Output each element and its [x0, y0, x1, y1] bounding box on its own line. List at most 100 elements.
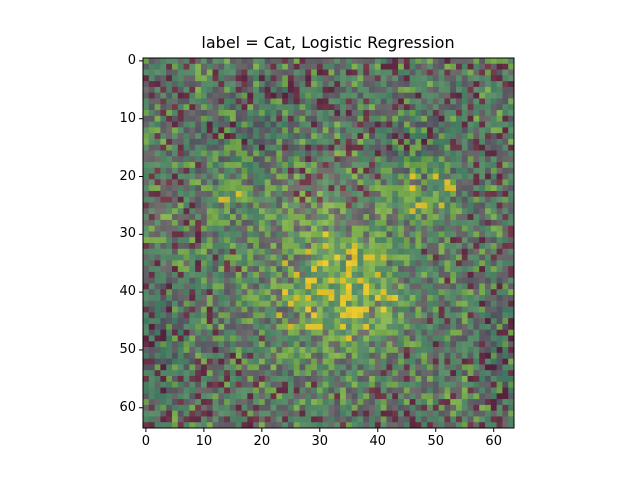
- heatmap-cell: [200, 167, 208, 175]
- heatmap-cell: [322, 150, 329, 157]
- heatmap-cell: [189, 306, 196, 313]
- heatmap-cell: [229, 162, 237, 169]
- heatmap-cell: [380, 219, 387, 227]
- heatmap-cell: [386, 185, 393, 192]
- heatmap-cell: [299, 277, 306, 284]
- heatmap-cell: [299, 231, 306, 238]
- heatmap-cell: [276, 156, 283, 163]
- heatmap-cell: [200, 219, 208, 227]
- heatmap-cell: [496, 312, 503, 319]
- heatmap-cell: [421, 225, 428, 232]
- heatmap-cell: [456, 121, 463, 128]
- heatmap-cell: [473, 237, 480, 244]
- heatmap-cell: [183, 162, 190, 169]
- heatmap-cell: [154, 98, 161, 105]
- heatmap-cell: [409, 422, 416, 429]
- heatmap-cell: [270, 133, 277, 140]
- heatmap-cell: [461, 243, 469, 250]
- heatmap-cell: [270, 196, 277, 203]
- heatmap-cell: [456, 260, 463, 267]
- heatmap-cell: [305, 173, 312, 180]
- heatmap-cell: [508, 260, 515, 267]
- heatmap-cell: [409, 254, 416, 261]
- heatmap-cell: [305, 69, 312, 76]
- heatmap-cell: [351, 81, 358, 88]
- y-tick-label: 30: [119, 226, 136, 242]
- heatmap-cell: [345, 375, 353, 383]
- heatmap-cell: [508, 422, 515, 429]
- heatmap-cell: [177, 335, 184, 342]
- heatmap-cell: [409, 266, 416, 273]
- heatmap-cell: [398, 133, 405, 140]
- heatmap-cell: [195, 277, 202, 284]
- heatmap-cell: [380, 335, 387, 342]
- heatmap-cell: [473, 150, 480, 157]
- heatmap-cell: [415, 271, 422, 279]
- heatmap-cell: [189, 358, 196, 365]
- heatmap-cell: [282, 190, 289, 198]
- heatmap-cell: [287, 190, 295, 198]
- x-tick-label: 60: [485, 434, 502, 449]
- heatmap-cell: [409, 329, 416, 336]
- heatmap-cell: [380, 260, 387, 267]
- heatmap-cell: [264, 121, 271, 128]
- heatmap-cell: [386, 370, 393, 377]
- heatmap-cell: [357, 271, 364, 279]
- heatmap-cell: [502, 185, 509, 192]
- heatmap-cell: [258, 393, 266, 400]
- heatmap-cell: [421, 347, 428, 354]
- heatmap-cell: [444, 300, 451, 307]
- heatmap-cell: [229, 335, 237, 342]
- heatmap-cell: [206, 358, 213, 365]
- heatmap-cell: [473, 364, 480, 371]
- heatmap-cell: [241, 98, 248, 105]
- heatmap-cell: [328, 341, 335, 348]
- heatmap-cell: [427, 219, 434, 227]
- heatmap-cell: [409, 347, 416, 354]
- heatmap-cell: [270, 162, 277, 169]
- heatmap-cell: [258, 416, 266, 423]
- heatmap-cell: [473, 127, 480, 134]
- heatmap-cell: [229, 214, 237, 221]
- heatmap-cell: [409, 110, 416, 117]
- heatmap-cell: [415, 86, 422, 94]
- heatmap-cell: [415, 329, 422, 336]
- heatmap-cell: [229, 283, 237, 290]
- heatmap-cell: [502, 277, 509, 284]
- heatmap-cell: [345, 370, 353, 377]
- heatmap-cell: [485, 81, 492, 88]
- heatmap-cell: [479, 121, 486, 128]
- heatmap-cell: [438, 289, 445, 296]
- heatmap-cell: [403, 219, 411, 227]
- heatmap-cell: [224, 387, 231, 394]
- heatmap-cell: [357, 277, 364, 284]
- heatmap-cell: [461, 352, 469, 360]
- heatmap-cell: [380, 352, 387, 360]
- heatmap-cell: [392, 248, 399, 255]
- heatmap-cell: [235, 341, 242, 348]
- heatmap-cell: [276, 75, 283, 82]
- heatmap-cell: [369, 115, 376, 122]
- heatmap-cell: [508, 208, 515, 215]
- heatmap-cell: [432, 110, 440, 117]
- heatmap-cell: [177, 81, 184, 88]
- heatmap-cell: [212, 318, 219, 325]
- heatmap-cell: [444, 81, 451, 88]
- heatmap-cell: [160, 185, 167, 192]
- heatmap-cell: [351, 404, 358, 412]
- heatmap-cell: [380, 133, 387, 140]
- heatmap-cell: [485, 98, 492, 105]
- heatmap-cell: [334, 329, 341, 336]
- heatmap-cell: [456, 237, 463, 244]
- heatmap-cell: [218, 110, 225, 117]
- heatmap-cell: [351, 133, 358, 140]
- heatmap-cell: [456, 156, 463, 163]
- heatmap-cell: [264, 133, 271, 140]
- heatmap-cell: [148, 173, 155, 180]
- heatmap-cell: [154, 127, 161, 134]
- heatmap-cell: [380, 115, 387, 122]
- heatmap-cell: [490, 162, 498, 169]
- heatmap-cell: [235, 104, 242, 111]
- heatmap-cell: [276, 167, 283, 175]
- heatmap-cell: [351, 335, 358, 342]
